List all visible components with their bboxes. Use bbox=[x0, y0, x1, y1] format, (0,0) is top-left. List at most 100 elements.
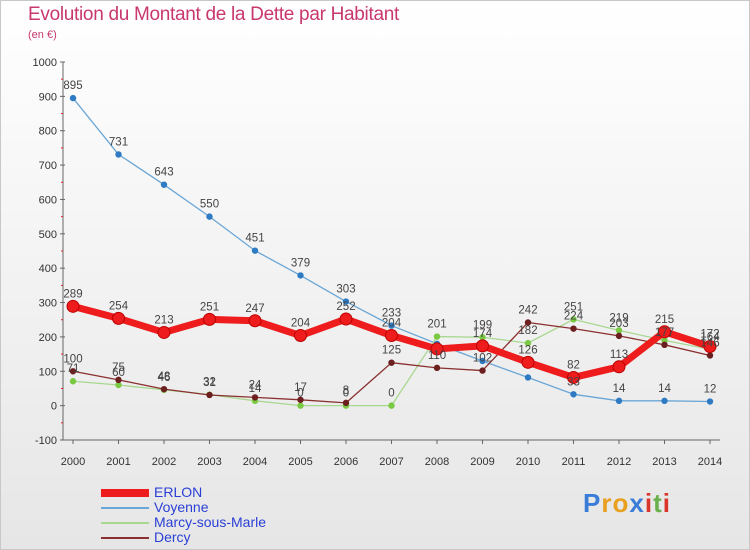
data-point bbox=[342, 298, 350, 305]
logo-letter: o bbox=[612, 488, 630, 518]
data-point bbox=[433, 333, 441, 340]
y-tick-label: 400 bbox=[39, 263, 57, 275]
legend-label: Dercy bbox=[154, 529, 191, 545]
data-label: 32 bbox=[203, 377, 216, 389]
data-label: 164 bbox=[700, 331, 720, 343]
legend-label: Marcy-sous-Marle bbox=[154, 514, 267, 530]
data-point bbox=[248, 314, 262, 328]
y-tick-label: 300 bbox=[39, 298, 57, 310]
x-tick-label: 2014 bbox=[698, 456, 722, 468]
data-point bbox=[339, 312, 353, 326]
logo-letter: x bbox=[629, 488, 645, 518]
data-label: 550 bbox=[200, 199, 219, 211]
data-point bbox=[658, 325, 671, 339]
data-label: 251 bbox=[200, 301, 219, 313]
y-tick-label: 100 bbox=[39, 366, 57, 378]
data-point bbox=[524, 374, 532, 381]
x-tick-label: 2012 bbox=[607, 456, 631, 468]
data-label: 203 bbox=[609, 318, 628, 330]
data-point bbox=[570, 391, 577, 398]
data-label: 254 bbox=[109, 300, 129, 312]
data-point bbox=[661, 337, 668, 344]
data-label: 14 bbox=[658, 383, 671, 395]
data-label: 252 bbox=[336, 301, 355, 313]
data-label: 172 bbox=[700, 329, 719, 341]
legend-swatch bbox=[101, 507, 149, 509]
data-point bbox=[661, 341, 668, 349]
data-label: 215 bbox=[655, 314, 674, 326]
data-label: 82 bbox=[567, 359, 580, 371]
data-label: 60 bbox=[112, 367, 125, 379]
data-label: 71 bbox=[67, 363, 80, 375]
logo-letter: r bbox=[601, 488, 613, 518]
data-point bbox=[703, 340, 717, 354]
data-point bbox=[615, 397, 623, 405]
data-point bbox=[479, 357, 486, 365]
data-label: 125 bbox=[382, 345, 401, 357]
data-point bbox=[115, 381, 122, 389]
data-point bbox=[203, 312, 216, 326]
data-point bbox=[615, 332, 623, 340]
data-point bbox=[297, 402, 304, 409]
y-tick-label: 600 bbox=[39, 194, 57, 206]
data-point bbox=[115, 151, 122, 158]
data-point bbox=[251, 394, 259, 401]
logo-letter: i bbox=[662, 488, 671, 518]
data-label: 731 bbox=[109, 136, 128, 148]
legend-label: ERLON bbox=[154, 484, 203, 500]
data-label: 31 bbox=[203, 377, 216, 389]
data-label: 303 bbox=[336, 284, 355, 296]
data-label: 8 bbox=[343, 385, 349, 397]
proxiti-logo: Proxiti bbox=[583, 488, 671, 519]
data-label: 12 bbox=[704, 384, 717, 396]
data-point bbox=[66, 299, 80, 313]
data-point bbox=[388, 402, 395, 409]
data-label: 110 bbox=[428, 350, 446, 362]
data-label: 48 bbox=[158, 371, 171, 383]
data-label: 213 bbox=[154, 314, 173, 326]
data-label: 895 bbox=[63, 80, 82, 92]
x-tick-label: 2009 bbox=[470, 456, 494, 468]
data-label: 177 bbox=[655, 327, 674, 339]
data-point bbox=[479, 367, 486, 374]
x-tick-label: 2008 bbox=[425, 456, 449, 468]
data-label: 204 bbox=[291, 318, 311, 330]
data-point bbox=[433, 364, 441, 372]
data-label: 643 bbox=[154, 167, 173, 179]
data-label: 0 bbox=[297, 388, 303, 400]
x-tick-label: 2013 bbox=[652, 456, 676, 468]
data-point bbox=[706, 398, 714, 405]
legend-swatch bbox=[101, 537, 149, 539]
data-label: 201 bbox=[427, 319, 446, 331]
data-label: 100 bbox=[63, 353, 82, 365]
data-point bbox=[69, 94, 77, 102]
data-point bbox=[385, 329, 398, 343]
y-tick-label: 1000 bbox=[33, 57, 57, 69]
y-tick-label: 900 bbox=[39, 91, 57, 103]
data-point bbox=[297, 396, 304, 403]
data-point bbox=[157, 325, 171, 339]
data-label: 33 bbox=[567, 376, 580, 388]
x-tick-label: 2011 bbox=[562, 456, 586, 468]
data-label: 251 bbox=[564, 301, 583, 313]
data-label: 146 bbox=[700, 337, 719, 349]
data-point bbox=[570, 316, 577, 323]
data-label: 233 bbox=[382, 308, 401, 320]
data-point bbox=[524, 319, 532, 326]
data-point bbox=[388, 359, 395, 366]
x-tick-label: 2003 bbox=[197, 456, 221, 468]
y-tick-label: 800 bbox=[39, 126, 57, 138]
y-tick-label: 200 bbox=[39, 332, 57, 344]
data-label: 0 bbox=[343, 388, 349, 400]
data-point bbox=[115, 376, 122, 384]
data-point bbox=[521, 355, 535, 369]
x-tick-label: 2002 bbox=[152, 456, 176, 468]
x-tick-label: 2006 bbox=[334, 456, 358, 468]
y-tick-label: 700 bbox=[39, 160, 57, 172]
data-label: 17 bbox=[294, 382, 307, 394]
data-point bbox=[706, 352, 714, 359]
logo-letter: t bbox=[653, 488, 663, 518]
data-point bbox=[112, 311, 125, 325]
y-tick-label: -100 bbox=[35, 435, 57, 447]
